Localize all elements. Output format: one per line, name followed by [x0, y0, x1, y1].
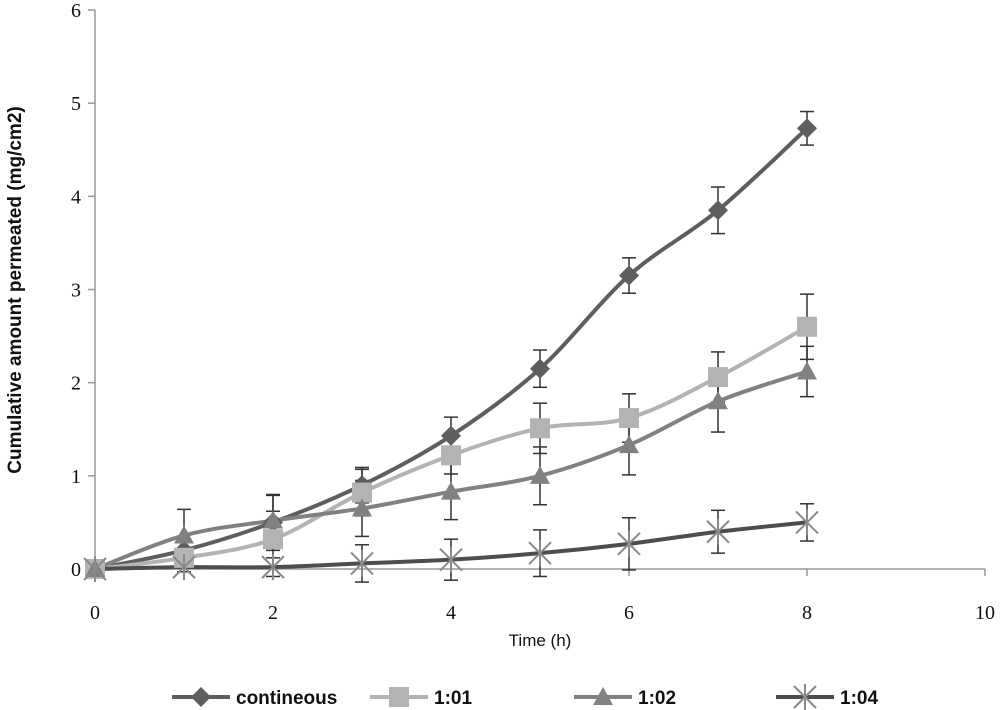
legend: contineous 1:01 1:02 1:04 — [172, 684, 878, 710]
triangle-marker — [352, 498, 372, 517]
triangle-marker — [441, 481, 461, 500]
square-marker — [619, 408, 639, 429]
y-tick-label: 6 — [71, 0, 81, 22]
x-tick-label: 10 — [975, 602, 995, 624]
triangle-marker — [530, 465, 550, 484]
square-marker — [797, 316, 817, 337]
square-marker — [708, 367, 728, 388]
x-marker — [83, 556, 107, 582]
x-marker — [617, 530, 641, 557]
square-marker — [389, 687, 409, 707]
diamond-marker — [530, 358, 550, 379]
series-line-contineous — [94, 126, 809, 571]
x-marker — [261, 554, 285, 581]
legend-item: 1:04 — [776, 684, 878, 710]
x-tick-label: 2 — [268, 602, 278, 624]
legend-label: 1:01 — [434, 688, 472, 709]
x-axis-label: Time (h) — [509, 631, 572, 650]
y-tick-label: 1 — [71, 466, 81, 488]
x-tick-label: 0 — [90, 602, 100, 624]
square-marker — [441, 445, 461, 466]
legend-item: 1:01 — [370, 687, 472, 709]
triangle-marker — [619, 435, 639, 454]
x-marker — [172, 554, 196, 581]
x-tick-label: 8 — [802, 602, 812, 624]
x-marker — [528, 540, 552, 567]
y-tick-label: 0 — [71, 559, 81, 581]
legend-label: 1:04 — [840, 688, 878, 709]
diamond-marker — [191, 687, 211, 707]
square-marker — [263, 529, 283, 550]
triangle-marker — [174, 525, 194, 544]
legend-item: contineous — [172, 687, 337, 709]
square-marker — [352, 482, 372, 503]
legend-label: contineous — [236, 688, 337, 709]
diamond-marker — [708, 200, 728, 221]
x-marker — [706, 518, 730, 545]
y-axis-label: Cumulative amount permeated (mg/cm2) — [5, 106, 26, 473]
triangle-marker — [797, 361, 817, 380]
x-marker — [439, 546, 463, 573]
diamond-marker — [441, 425, 461, 446]
y-tick-label: 3 — [71, 280, 81, 302]
diamond-marker — [619, 265, 639, 286]
x-marker — [795, 509, 819, 536]
y-tick-label: 5 — [71, 93, 81, 115]
legend-item: 1:02 — [574, 687, 676, 709]
legend-label: 1:02 — [638, 688, 676, 709]
diamond-marker — [797, 118, 817, 139]
x-marker — [793, 684, 817, 710]
x-tick-label: 4 — [446, 602, 456, 624]
triangle-marker — [708, 391, 728, 410]
x-marker — [350, 550, 374, 577]
square-marker — [530, 418, 550, 439]
triangle-marker — [593, 687, 613, 705]
markers — [83, 118, 819, 582]
y-tick-label: 4 — [71, 186, 81, 208]
y-tick-label: 2 — [71, 373, 81, 395]
triangle-marker — [263, 510, 283, 529]
x-tick-label: 6 — [624, 602, 634, 624]
